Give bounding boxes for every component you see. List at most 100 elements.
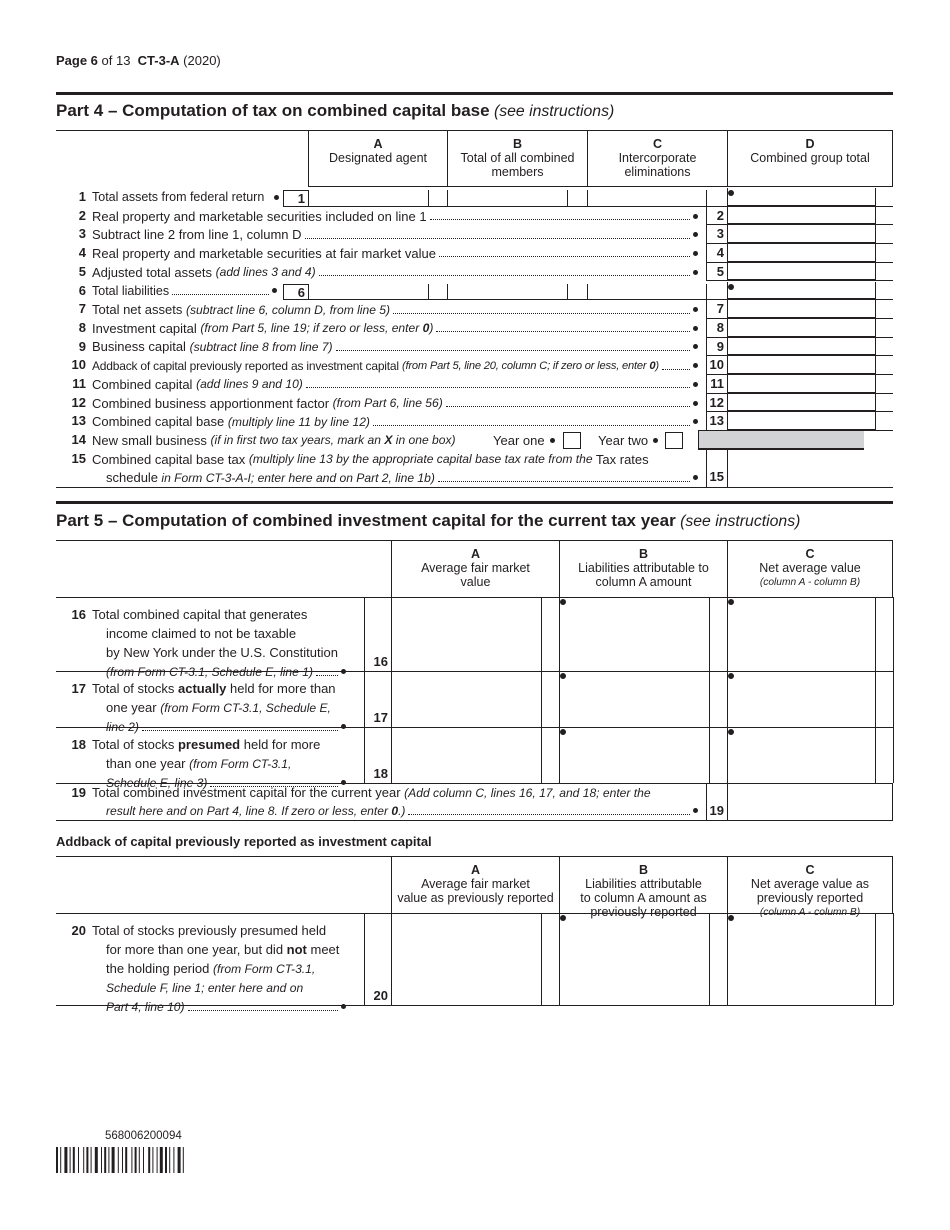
bullet (341, 1004, 346, 1009)
row-label: Total combined investment capital for th… (92, 783, 651, 802)
dot-leader (304, 237, 690, 239)
entry-field (727, 449, 893, 488)
line-number-box: 3 (706, 225, 727, 245)
entry-field (587, 190, 706, 207)
text: of 13 (97, 53, 138, 68)
row-number: 17 (71, 681, 86, 696)
text: actually (177, 681, 227, 696)
barcode-bar (56, 1147, 58, 1173)
text: Combined group total (750, 151, 870, 165)
line-number-box: 19 (706, 783, 727, 820)
rule (56, 1005, 893, 1006)
bullet (693, 325, 698, 331)
barcode-bar (69, 1147, 71, 1173)
rule (56, 92, 893, 95)
entry-field (447, 190, 567, 207)
rule (56, 597, 893, 598)
option-label: Year one (493, 431, 557, 450)
dot-leader (437, 480, 690, 482)
text: Page 6 (56, 53, 98, 68)
text: (Add column C, lines 16, 17, and 18; ent… (404, 785, 651, 800)
row-label: Schedule E, line 3) (106, 773, 348, 792)
column-label: column A amount (560, 575, 727, 589)
text: the holding period (106, 961, 213, 976)
row-number: 8 (78, 319, 86, 335)
entry-field (727, 337, 875, 357)
column-letter: D (805, 137, 815, 151)
text: Total of all combined (460, 151, 575, 165)
text: (see instructions) (489, 103, 615, 120)
row-label: Combined capital (add lines 9 and 10) (92, 375, 700, 394)
dot-leader (335, 349, 690, 351)
row-number: 6 (78, 282, 86, 298)
column-letter: A (373, 137, 383, 151)
entry-field (308, 283, 428, 301)
dot-leader (318, 274, 690, 277)
row-label: Business capital (subtract line 8 from l… (92, 338, 700, 357)
line-number-box: 5 (706, 262, 727, 282)
bullet (693, 400, 698, 406)
entry-field (391, 727, 541, 783)
text: Part 4 – Computation of tax on combined … (56, 101, 490, 120)
text: eliminations (624, 165, 691, 179)
text: for more than one year, but did (106, 942, 287, 957)
entry-field (727, 913, 875, 1005)
rule (56, 856, 893, 857)
bullet (693, 213, 698, 219)
text: Total net assets (92, 302, 186, 318)
entry-field (727, 783, 893, 820)
row-number: 5 (78, 263, 86, 279)
rule (308, 186, 727, 187)
barcode-bar (122, 1147, 123, 1173)
column-label: Intercorporate (588, 151, 727, 165)
text: (from Part 6, line 56) (332, 396, 443, 411)
entry-cents (875, 281, 893, 301)
text: Business capital (92, 339, 190, 355)
row-label: than one year (from Form CT-3.1, (106, 754, 376, 773)
text: Combined capital base tax (92, 451, 249, 467)
dot-leader (445, 405, 690, 408)
entry-cents (875, 337, 893, 357)
column-letter: C (652, 137, 663, 151)
column-header: C Net average value (column A - column B) (727, 540, 893, 597)
column-header: D Combined group total (727, 130, 893, 186)
text: Liabilities attributable (585, 877, 702, 891)
column-label: (column A - column B) (728, 905, 892, 920)
line-number-box: 20 (364, 913, 391, 1005)
rule (893, 727, 894, 783)
barcode-bar (173, 1147, 175, 1173)
text: column A amount (595, 575, 692, 589)
dot-leader (408, 813, 690, 815)
text: members (491, 165, 544, 179)
bullet (693, 344, 698, 350)
barcode-bar (72, 1147, 75, 1173)
row-label: Real property and marketable securities … (92, 207, 700, 226)
row-label: Schedule F, line 1; enter here and on (106, 978, 376, 997)
text: 0 (649, 359, 656, 372)
bullet (728, 599, 734, 605)
text: Addback of capital previously reported a… (92, 358, 402, 373)
dot-leader (141, 729, 338, 731)
text: .) (398, 803, 406, 818)
text: Schedule F, line 1; enter here and on (106, 980, 304, 995)
text: Subtract line 2 from line 1, column D (92, 227, 302, 243)
bullet (274, 194, 280, 200)
row-number: 14 (71, 432, 86, 448)
bullet (693, 269, 698, 275)
row-label: Total of stocks previously presumed held (92, 921, 362, 940)
dot-leader (438, 255, 690, 258)
entry-field (875, 913, 893, 1005)
text: Investment capital (92, 320, 201, 336)
column-label: Average fair market (392, 561, 559, 575)
text: Adjusted total assets (92, 264, 216, 280)
barcode-bar (104, 1147, 107, 1173)
text: Real property and marketable securities … (92, 208, 427, 224)
entry-field (727, 206, 875, 226)
column-letter: B (638, 547, 649, 561)
column-label: members (448, 165, 587, 179)
entry-cents (875, 318, 893, 338)
column-label: (column A - column B) (728, 575, 892, 590)
column-letter: C (805, 863, 815, 877)
column-letter: A (470, 863, 481, 877)
entry-field (567, 283, 587, 301)
